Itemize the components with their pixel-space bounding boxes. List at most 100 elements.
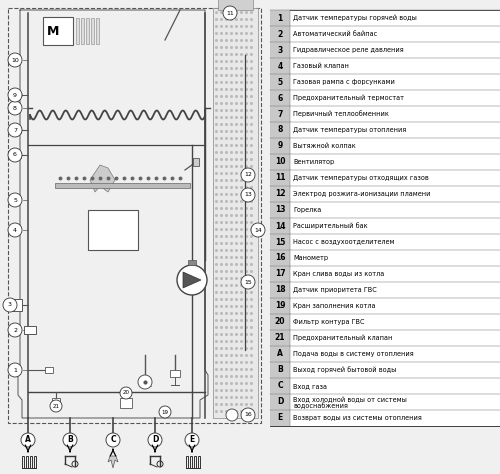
Text: Предохранительный термостат: Предохранительный термостат (293, 95, 404, 101)
Text: 4: 4 (13, 228, 17, 233)
Circle shape (241, 168, 255, 182)
Text: Вход газа: Вход газа (293, 383, 327, 389)
Bar (270, 154, 290, 170)
Text: 19: 19 (162, 410, 168, 414)
Text: 6: 6 (278, 93, 282, 102)
Bar (270, 362, 290, 378)
Text: 10: 10 (275, 157, 285, 166)
Circle shape (8, 223, 22, 237)
Circle shape (106, 433, 120, 447)
Text: 7: 7 (13, 128, 17, 133)
Text: Датчик температуры отопления: Датчик температуры отопления (293, 127, 406, 133)
Text: 11: 11 (275, 173, 285, 182)
Bar (76, 18, 79, 44)
Text: 21: 21 (275, 334, 285, 343)
Text: 16: 16 (275, 254, 285, 263)
Circle shape (241, 408, 255, 422)
Bar (218, 0, 253, 10)
Text: Горелка: Горелка (293, 207, 321, 213)
Text: 9: 9 (278, 142, 282, 151)
Text: Кран слива воды из котла: Кран слива воды из котла (293, 271, 384, 277)
Text: E: E (190, 436, 194, 445)
Text: Подача воды в систему отопления: Подача воды в систему отопления (293, 351, 414, 357)
Bar (270, 330, 290, 346)
Circle shape (3, 298, 17, 312)
Circle shape (8, 53, 22, 67)
Text: 1: 1 (278, 13, 282, 22)
Bar (12, 299, 22, 311)
Text: 20: 20 (122, 391, 130, 395)
Text: 15: 15 (244, 280, 252, 284)
Bar (270, 410, 290, 426)
Circle shape (21, 433, 35, 447)
Circle shape (8, 101, 22, 115)
Text: Вентилятор: Вентилятор (293, 159, 334, 165)
Text: 20: 20 (275, 318, 285, 327)
Text: E: E (278, 413, 282, 422)
Text: A: A (25, 436, 31, 445)
Text: D: D (277, 398, 283, 407)
Bar (45, 367, 53, 373)
Text: 19: 19 (275, 301, 285, 310)
Text: 17: 17 (274, 270, 285, 279)
Bar (270, 42, 290, 58)
Circle shape (223, 6, 237, 20)
Bar (270, 26, 290, 42)
Text: Расширительный бак: Расширительный бак (293, 223, 368, 229)
Bar (170, 370, 180, 377)
Bar (193, 158, 199, 166)
Bar (270, 218, 290, 234)
Circle shape (185, 433, 199, 447)
Circle shape (120, 387, 132, 399)
Bar (22, 456, 24, 468)
Text: D: D (152, 436, 158, 445)
Bar (8, 8, 261, 423)
Bar (96, 18, 99, 44)
Text: B: B (67, 436, 73, 445)
Bar (270, 250, 290, 266)
Bar (270, 170, 290, 186)
Bar (43, 17, 73, 45)
Bar (270, 394, 290, 410)
Text: Кран заполнения котла: Кран заполнения котла (293, 303, 376, 309)
Text: 12: 12 (244, 173, 252, 177)
Text: 10: 10 (11, 57, 19, 63)
Bar (270, 202, 290, 218)
Bar (190, 456, 192, 468)
Text: C: C (110, 436, 116, 445)
Text: Первичный теплообменник: Первичный теплообменник (293, 110, 389, 118)
Text: 15: 15 (275, 237, 285, 246)
Text: 16: 16 (244, 412, 252, 418)
Bar (270, 346, 290, 362)
Text: 11: 11 (226, 10, 234, 16)
Circle shape (226, 409, 238, 421)
Text: Автоматический байпас: Автоматический байпас (293, 31, 378, 37)
Bar (86, 18, 89, 44)
Text: Возврат воды из системы отопления: Возврат воды из системы отопления (293, 415, 422, 421)
Bar (13, 152, 21, 158)
Circle shape (8, 88, 22, 102)
Bar (188, 260, 196, 265)
Bar (270, 298, 290, 314)
Bar (270, 186, 290, 202)
Bar (270, 378, 290, 394)
Text: 21: 21 (52, 403, 60, 409)
Text: Манометр: Манометр (293, 255, 328, 261)
Bar (270, 234, 290, 250)
Circle shape (241, 275, 255, 289)
Polygon shape (183, 272, 201, 288)
Text: 8: 8 (278, 126, 282, 135)
Text: Вход холодной воды от системы: Вход холодной воды от системы (293, 396, 407, 403)
Text: Выход горячей бытовой воды: Выход горячей бытовой воды (293, 366, 397, 374)
Text: Фильтр контура ГВС: Фильтр контура ГВС (293, 319, 364, 325)
Bar (91, 18, 94, 44)
Circle shape (148, 433, 162, 447)
Bar (270, 74, 290, 90)
Text: 3: 3 (8, 302, 12, 308)
Bar (270, 266, 290, 282)
Circle shape (251, 223, 265, 237)
Text: 2: 2 (278, 29, 282, 38)
Text: 9: 9 (13, 92, 17, 98)
Text: водоснабжения: водоснабжения (293, 402, 348, 409)
Bar (55, 183, 190, 188)
